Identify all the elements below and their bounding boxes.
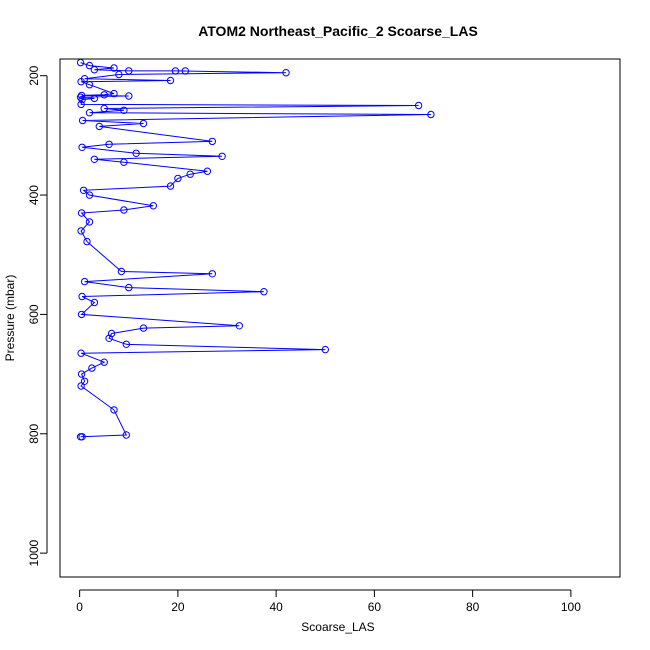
data-point-33 [218, 152, 226, 161]
data-point-38 [174, 174, 182, 183]
data-point-56 [235, 322, 244, 330]
data-point-54 [90, 298, 99, 307]
x-axis-label: Scoarse_LAS [301, 620, 374, 634]
data-point-39 [166, 182, 175, 190]
data-point-47 [83, 237, 91, 246]
data-point-43 [120, 206, 128, 214]
data-point-34 [90, 155, 99, 164]
y-tick-label-3: 800 [27, 423, 41, 443]
data-point-23 [120, 106, 128, 115]
data-point-15 [77, 91, 86, 100]
data-point-20 [77, 100, 85, 109]
data-point-64 [88, 364, 96, 372]
data-point-27 [139, 119, 148, 128]
data-point-52 [260, 288, 268, 296]
data-point-11 [77, 78, 85, 86]
y-tick-label-2: 600 [27, 304, 41, 324]
data-point-61 [321, 345, 329, 354]
data-point-63 [100, 358, 108, 366]
data-point-50 [80, 277, 89, 286]
data-point-26 [78, 116, 87, 125]
y-tick-label-0: 200 [27, 65, 41, 85]
data-point-68 [110, 406, 118, 414]
data-point-46 [77, 227, 85, 235]
data-point-10 [166, 76, 175, 85]
data-point-36 [203, 167, 212, 175]
data-point-2 [110, 64, 118, 72]
x-tick-label-1: 20 [171, 600, 185, 614]
data-point-49 [208, 270, 217, 278]
data-point-69 [122, 431, 131, 439]
data-point-14 [100, 91, 108, 99]
data-point-37 [186, 170, 194, 178]
data-point-6 [171, 67, 180, 75]
series-line-0 [80, 62, 431, 438]
data-point-66 [80, 377, 89, 385]
data-point-51 [125, 283, 133, 292]
data-point-1 [85, 61, 94, 70]
data-point-0 [76, 58, 85, 67]
data-point-42 [149, 202, 158, 210]
x-tick-label-4: 80 [466, 600, 480, 614]
data-point-67 [77, 382, 85, 390]
y-tick-label-1: 400 [27, 185, 41, 205]
data-point-65 [77, 370, 86, 378]
data-point-45 [85, 218, 94, 226]
data-point-30 [105, 140, 113, 149]
data-point-41 [85, 191, 94, 199]
y-axis: 200 400 600 800 1000 [27, 65, 48, 566]
data-point-18 [90, 94, 99, 103]
data-point-55 [77, 310, 86, 319]
data-point-13 [110, 89, 118, 98]
data-point-32 [132, 149, 140, 158]
data-point-59 [105, 334, 113, 342]
x-tick-label-0: 0 [76, 600, 83, 614]
data-point-44 [77, 209, 86, 217]
data-point-21 [414, 101, 423, 110]
x-tick-label-2: 40 [269, 600, 283, 614]
data-point-7 [282, 69, 290, 77]
x-axis: 0 20 40 60 80 100 [76, 589, 581, 614]
data-point-22 [100, 104, 108, 113]
y-tick-label-4: 1000 [27, 539, 41, 566]
data-point-31 [78, 143, 86, 152]
x-tick-label-3: 60 [368, 600, 382, 614]
data-point-25 [427, 110, 435, 119]
y-axis-label: Pressure (mbar) [3, 275, 17, 362]
data-point-48 [117, 267, 126, 276]
data-point-62 [77, 349, 85, 357]
data-point-53 [78, 292, 86, 301]
plot-frame [59, 58, 621, 578]
data-point-24 [85, 109, 94, 117]
data-point-3 [90, 66, 99, 74]
chart-title: ATOM2 Northeast_Pacific_2 Scoarse_LAS [198, 23, 478, 39]
data-point-19 [78, 95, 86, 104]
data-point-12 [85, 81, 94, 89]
data-point-40 [79, 186, 88, 195]
data-point-60 [122, 340, 131, 348]
data-point-8 [115, 70, 123, 79]
data-point-16 [125, 92, 133, 100]
x-tick-label-5: 100 [561, 600, 581, 614]
series-group [76, 58, 435, 441]
data-point-28 [95, 122, 104, 131]
data-point-35 [120, 158, 128, 166]
data-point-5 [181, 67, 190, 75]
data-point-71 [78, 433, 86, 441]
data-point-57 [139, 324, 148, 332]
data-point-29 [208, 137, 217, 146]
data-point-4 [125, 67, 133, 75]
